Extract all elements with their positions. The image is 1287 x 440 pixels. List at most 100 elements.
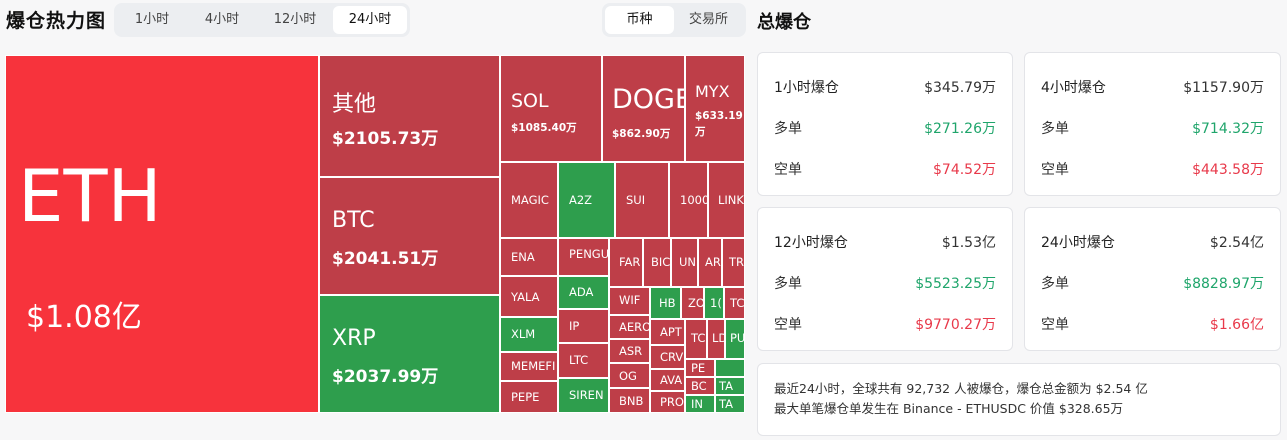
tile-un[interactable]: UN [671,238,698,287]
tile-amount: $2041.51万 [332,249,439,269]
tile-a2z[interactable]: A2Z [558,162,615,238]
tile-wif[interactable]: WIF [609,287,650,315]
tile-btc[interactable]: BTC $2041.51万 [319,177,500,295]
tile-symbol: ZO [688,296,704,310]
tile-symbol: AVA [660,373,683,387]
tile-symbol: MAGIC [511,193,549,207]
short-value: $1.66亿 [1209,317,1264,333]
tile-ltc[interactable]: LTC [558,343,609,378]
tab-by-exchange[interactable]: 交易所 [688,12,728,27]
card-total: $1.53亿 [941,235,996,251]
short-value: $443.58万 [1192,162,1264,178]
tile-pu[interactable]: PU [725,319,745,359]
tile-symbol: HB [659,296,676,310]
tile-link[interactable]: LINK [708,162,745,238]
tile-ena[interactable]: ENA [500,238,558,276]
tile-pe[interactable]: PE [685,359,715,377]
tile-amount: $633.19万 [695,110,743,138]
tile-eth[interactable]: ETH $1.08亿 [5,55,319,413]
tile-apt[interactable]: APT [650,319,685,345]
short-value: $9770.27万 [915,317,996,333]
card-total: $2.54亿 [1209,235,1264,251]
card-label: 24小时爆仓 [1041,235,1115,251]
long-label: 多单 [1041,276,1069,292]
tile-asr[interactable]: ASR [609,339,650,363]
tile-ip[interactable]: IP [558,309,609,343]
tile-crv[interactable]: CRV [650,345,685,369]
tile-doge[interactable]: DOGE $862.90万 [602,55,685,162]
tile-in[interactable]: IN [685,395,715,413]
tile-amount: $1085.40万 [511,122,577,134]
tile-symbol: BIC [651,255,671,269]
tile-sol[interactable]: SOL $1085.40万 [500,55,602,162]
tile-symbol: APT [660,325,682,339]
tile-zo[interactable]: ZO [681,287,704,319]
tile-ada[interactable]: ADA [558,276,609,309]
tile-symbol: CRV [660,350,684,364]
tile-symbol: 1( [710,296,722,310]
tile-aero[interactable]: AERO [609,315,650,339]
tile-pengu[interactable]: PENGU [558,238,609,276]
tile-ar[interactable]: AR [698,238,722,287]
tile-far[interactable]: FAR [609,238,643,287]
tile-symbol: PE [691,361,706,375]
tile-symbol: WIF [619,293,641,307]
tile-symbol: MEMEFI [511,359,556,373]
tile-xrp[interactable]: XRP $2037.99万 [319,295,500,413]
tile-ta2[interactable]: TA [715,395,745,413]
long-label: 多单 [1041,121,1069,137]
tile-symbol: ASR [619,344,643,358]
tile-symbol: XRP [332,326,376,351]
long-value: $8828.97万 [1183,276,1264,292]
tile-magic[interactable]: MAGIC [500,162,558,238]
tab-1h[interactable]: 1小时 [134,12,170,27]
tile-tc[interactable]: TC [724,287,745,319]
tile-symbol: ADA [569,285,594,299]
card-4h: 4小时爆仓 $1157.90万 多单 $714.32万 空单 $443.58万 [1024,52,1281,196]
tile-pepe[interactable]: PEPE [500,381,558,413]
card-label: 12小时爆仓 [774,235,848,251]
tile-bic[interactable]: BIC [643,238,671,287]
tile-ava[interactable]: AVA [650,369,685,391]
tile-pro[interactable]: PRO [650,391,685,413]
tile-tc2[interactable]: TC [685,319,707,359]
tile-symbol: TC [730,296,745,310]
tile-bnb[interactable]: BNB [609,388,650,413]
tab-12h[interactable]: 12小时 [273,12,317,27]
tile-bc[interactable]: BC [685,377,715,395]
tile-symbol: TA [719,379,733,393]
tile-symbol: TA [719,397,733,411]
tile-other[interactable]: 其他 $2105.73万 [319,55,500,177]
tile-symbol: SOL [511,90,549,112]
tile-ta[interactable]: TA [715,377,745,395]
tile-1000[interactable]: 1000 [669,162,708,238]
tile-ld[interactable]: LD [707,319,725,359]
card-24h: 24小时爆仓 $2.54亿 多单 $8828.97万 空单 $1.66亿 [1024,207,1281,351]
short-label: 空单 [774,162,802,178]
tile-xlm[interactable]: XLM [500,317,558,352]
tile-symbol: IP [569,319,580,333]
tile-tr[interactable]: TR [722,238,745,287]
tile-symbol: SUI [626,193,646,207]
tile-amount: $2105.73万 [332,129,439,149]
tile-symbol: BC [691,379,707,393]
tile-extra[interactable] [715,359,745,377]
tile-symbol: TR [729,255,745,269]
short-label: 空单 [1041,317,1069,333]
tile-symbol: LINK [718,193,744,207]
tile-yala[interactable]: YALA [500,276,558,317]
tab-by-coin[interactable]: 币种 [605,6,674,34]
tile-symbol: 1000 [680,193,708,207]
tile-hb[interactable]: HB [650,287,681,319]
tile-og[interactable]: OG [609,363,650,388]
tab-4h[interactable]: 4小时 [204,12,240,27]
tile-1[interactable]: 1( [704,287,724,319]
tile-myx[interactable]: MYX $633.19万 [685,55,745,162]
tile-sui[interactable]: SUI [615,162,669,238]
summary-line-1: 最近24小时，全球共有 92,732 人被爆仓，爆仓总金额为 $2.54 亿 [774,381,1148,396]
tile-memefi[interactable]: MEMEFI [500,352,558,381]
liquidation-heatmap: ETH $1.08亿 其他 $2105.73万 BTC $2041.51万 XR… [5,55,745,413]
long-value: $5523.25万 [915,276,996,292]
tab-24h[interactable]: 24小时 [333,6,407,34]
tile-siren[interactable]: SIREN [558,378,609,413]
